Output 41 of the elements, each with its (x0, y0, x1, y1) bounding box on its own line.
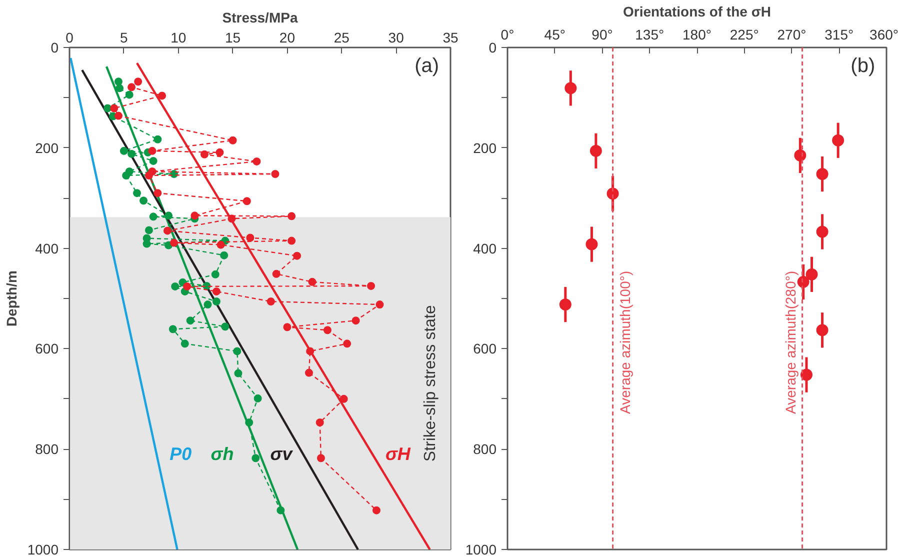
x-tick-label: 5 (120, 30, 128, 46)
y-axis-title: Depth/m (3, 270, 20, 326)
series-label: σv (270, 444, 294, 464)
annotation: (a) (414, 55, 440, 78)
x-tick-label: 270° (777, 26, 806, 42)
series-label: σH (385, 444, 412, 464)
x-tick-label: 10 (170, 30, 186, 46)
x-axis-title: Orientations of the σH (622, 4, 772, 20)
annotation: (b) (850, 55, 876, 78)
x-tick-label: 35 (442, 30, 458, 46)
y-tick-label: 1000 (465, 542, 497, 558)
x-tick-label: 135° (635, 26, 664, 42)
y-tick-label: 1000 (27, 542, 59, 558)
x-tick-label: 315° (824, 26, 854, 42)
y-tick-label: 0 (488, 40, 497, 56)
band-label: Strike-slip stress state (422, 304, 440, 462)
x-tick-label: 30 (388, 30, 404, 46)
x-tick-label: 360° (870, 26, 898, 42)
x-tick-label: 45° (544, 26, 566, 42)
y-tick-label: 0 (50, 40, 59, 56)
x-tick-label: 0 (66, 30, 74, 46)
series-label: σh (210, 444, 234, 464)
x-tick-label: 90° (592, 26, 613, 42)
y-tick-label: 800 (35, 441, 59, 458)
x-tick-label: 225° (730, 26, 759, 42)
y-tick-label: 200 (35, 140, 59, 156)
y-tick-label: 200 (473, 140, 497, 156)
x-tick-label: 180° (682, 26, 712, 42)
series-label: P0 (170, 444, 192, 464)
y-tick-label: 400 (35, 240, 59, 256)
y-tick-label: 800 (473, 441, 497, 458)
x-tick-label: 15 (225, 30, 241, 46)
y-tick-label: 600 (473, 340, 497, 357)
ref-line-label: Average azimuth(280°) (782, 270, 798, 414)
y-tick-label: 600 (35, 340, 59, 357)
x-tick-label: 25 (334, 30, 350, 46)
x-tick-label: 20 (279, 30, 296, 46)
y-tick-label: 400 (473, 240, 497, 256)
x-axis-title: Stress/MPa (222, 10, 298, 26)
ref-line-label: Average azimuth(100°) (616, 270, 633, 414)
x-tick-label: 0° (500, 26, 514, 42)
